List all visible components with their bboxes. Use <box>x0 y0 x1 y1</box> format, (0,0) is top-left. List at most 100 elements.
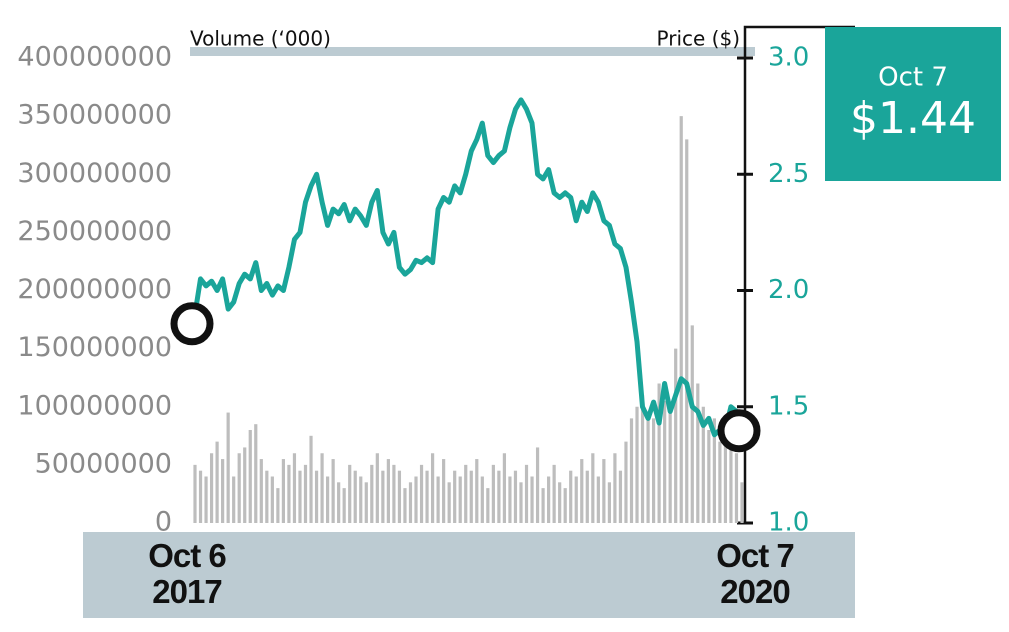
volume-bar <box>414 476 418 523</box>
volume-bar <box>696 383 700 523</box>
x-band <box>83 532 855 618</box>
volume-bar <box>298 470 302 523</box>
volume-bar <box>442 459 446 523</box>
volume-bar <box>215 441 219 523</box>
volume-bar <box>547 476 551 523</box>
volume-bar <box>663 400 667 523</box>
y-tick-label: 350000000 <box>17 100 172 131</box>
volume-bar <box>464 464 468 523</box>
y2-tick-label: 1.5 <box>768 391 809 421</box>
volume-bar <box>602 459 606 523</box>
volume-bar <box>221 459 225 523</box>
annotation-date: Oct 7 <box>878 63 948 93</box>
y-tick-label: 0 <box>155 507 172 538</box>
volume-bar <box>348 464 352 523</box>
volume-bar <box>558 482 562 523</box>
y-tick-label: 50000000 <box>35 448 172 479</box>
volume-bar <box>425 470 429 523</box>
volume-bar <box>552 464 556 523</box>
volume-bar <box>508 476 512 523</box>
volume-bar <box>486 488 490 523</box>
volume-bar <box>613 453 617 523</box>
axis-frame <box>743 25 855 200</box>
volume-bar <box>541 488 545 523</box>
volume-bar <box>436 476 440 523</box>
volume-bar <box>331 459 335 523</box>
volume-bar <box>712 418 716 523</box>
volume-bar <box>254 424 258 523</box>
volume-bar <box>718 441 722 523</box>
volume-bar <box>607 482 611 523</box>
volume-bar <box>314 470 319 523</box>
volume-bar <box>359 476 363 523</box>
volume-bar <box>668 406 672 523</box>
volume-bar <box>226 412 230 523</box>
volume-bar <box>646 412 650 523</box>
volume-bar <box>707 430 711 523</box>
volume-bar <box>287 464 291 523</box>
volume-bar <box>392 464 396 523</box>
volume-bar <box>585 470 589 523</box>
volume-bar <box>651 418 656 523</box>
volume-bar <box>419 464 424 523</box>
volume-bar <box>204 476 208 523</box>
volume-bar <box>569 470 573 523</box>
volume-bar <box>337 482 341 523</box>
volume-bar <box>480 476 484 523</box>
volume-bar <box>679 116 683 523</box>
volume-bar <box>243 447 247 523</box>
volume-bar <box>502 453 507 523</box>
y-tick-label: 100000000 <box>17 390 172 421</box>
y-tick-label: 250000000 <box>17 216 172 247</box>
volume-bar <box>690 325 694 523</box>
volume-bar <box>469 470 473 523</box>
volume-bar <box>326 476 330 523</box>
volume-bar <box>292 453 297 523</box>
volume-bar <box>458 476 462 523</box>
volume-bar <box>232 476 236 523</box>
y2-tick-label: 2.0 <box>768 275 809 305</box>
volume-bar <box>723 424 728 523</box>
volume-bar <box>209 453 214 523</box>
y2-tick-label: 1.0 <box>768 508 809 538</box>
volume-bar <box>309 435 313 523</box>
volume-bar <box>375 453 379 523</box>
volume-bar <box>303 464 308 523</box>
volume-bar <box>381 470 385 523</box>
volume-bar <box>342 488 346 523</box>
volume-bar <box>248 430 252 523</box>
x-tick-label: Oct 7 2020 <box>716 537 795 610</box>
volume-bar <box>403 488 407 523</box>
volume-bar <box>657 383 661 523</box>
price-line <box>192 97 745 438</box>
volume-bar <box>430 453 435 523</box>
volume-bar <box>270 476 274 523</box>
endpoint-marker <box>717 409 761 453</box>
volume-bar <box>629 418 634 523</box>
y-tick-label: 300000000 <box>17 158 172 189</box>
volume-bar <box>701 406 705 523</box>
y-axis-title: Volume (‘000) <box>190 27 331 51</box>
volume-bar <box>475 459 479 523</box>
volume-bar <box>265 470 269 523</box>
volume-bar <box>618 470 623 523</box>
y2-tick-label: 2.5 <box>768 159 809 189</box>
volume-bar <box>685 139 689 523</box>
volume-bar <box>624 441 628 523</box>
volume-bar <box>524 464 529 523</box>
volume-bar <box>276 488 280 523</box>
volume-bar <box>447 482 451 523</box>
volume-bar <box>530 476 534 523</box>
volume-bar <box>237 453 241 523</box>
y-tick-label: 150000000 <box>17 332 172 363</box>
endpoint-marker <box>170 302 214 346</box>
x-tick-label: Oct 6 2017 <box>148 537 227 610</box>
volume-bar <box>453 470 457 523</box>
volume-bar <box>198 470 203 523</box>
volume-bar <box>320 453 324 523</box>
volume-bar <box>353 470 357 523</box>
top-band <box>190 47 755 56</box>
annotation-price: $1.44 <box>850 93 976 144</box>
volume-bar <box>364 482 368 523</box>
